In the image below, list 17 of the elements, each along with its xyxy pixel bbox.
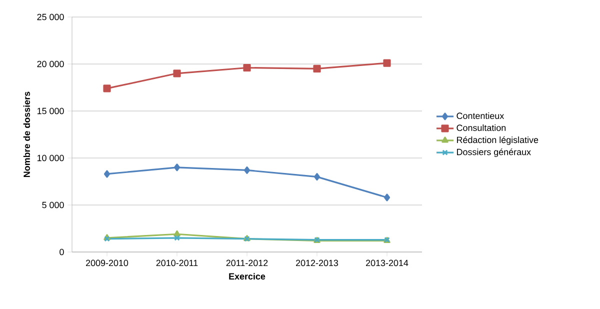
legend-label: Consultation (456, 124, 506, 131)
y-tick-label: 10 000 (37, 154, 64, 162)
x-tick-label: 2009-2010 (86, 260, 128, 266)
legend-label: Contentieux (456, 112, 504, 120)
y-tick-label: 20 000 (37, 60, 64, 68)
x-axis-title: Exercice (229, 272, 266, 280)
y-tick-label: 0 (60, 248, 64, 256)
x-tick-label: 2011-2012 (226, 260, 268, 266)
y-axis-title: Nombre de dossiers (23, 92, 30, 178)
legend-label: Rédaction législative (457, 136, 538, 145)
y-tick-label: 25 000 (37, 14, 64, 20)
x-tick-label: 2012-2013 (296, 260, 338, 266)
y-tick-label: 15 000 (37, 108, 64, 114)
x-tick-label: 2013-2014 (366, 260, 408, 266)
legend-label: Dossiers généraux (457, 148, 531, 157)
x-tick-label: 2010-2011 (156, 260, 198, 266)
y-tick-label: 5 000 (42, 202, 64, 208)
